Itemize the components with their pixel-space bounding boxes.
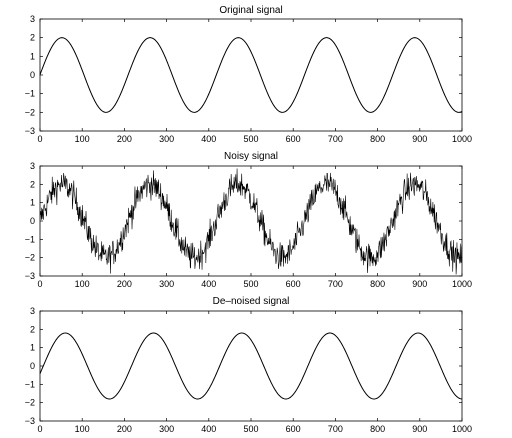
x-tick-label: 200 — [117, 279, 132, 289]
y-tick-label: 1 — [30, 198, 35, 208]
x-tick-label: 800 — [370, 134, 385, 144]
x-tick-label: 300 — [159, 424, 174, 434]
y-tick-label: 2 — [30, 33, 35, 43]
y-tick-label: −1 — [25, 379, 35, 389]
x-tick-label: 100 — [75, 424, 90, 434]
y-tick-label: 3 — [30, 306, 35, 316]
x-tick-label: 600 — [286, 424, 301, 434]
x-tick-label: 300 — [159, 134, 174, 144]
x-tick-label: 400 — [201, 424, 216, 434]
x-tick-label: 300 — [159, 279, 174, 289]
y-tick-label: −3 — [25, 271, 35, 281]
y-tick-label: 1 — [30, 343, 35, 353]
x-tick-label: 200 — [117, 134, 132, 144]
x-tick-label: 0 — [37, 424, 42, 434]
signal-line — [39, 332, 463, 400]
y-tick-label: −1 — [25, 234, 35, 244]
y-tick-label: 0 — [30, 216, 35, 226]
plot-frame — [39, 310, 463, 422]
x-tick-label: 800 — [370, 424, 385, 434]
x-tick-label: 100 — [75, 279, 90, 289]
x-tick-label: 500 — [243, 279, 258, 289]
x-tick-label: 900 — [412, 424, 427, 434]
y-tick-label: −3 — [25, 416, 35, 426]
signal-line — [39, 37, 463, 113]
x-tick-label: 900 — [412, 279, 427, 289]
plot-frame — [39, 18, 463, 132]
x-tick-label: 1000 — [452, 279, 472, 289]
y-tick-label: 2 — [30, 324, 35, 334]
y-tick-label: 3 — [30, 161, 35, 171]
y-tick-label: 2 — [30, 179, 35, 189]
x-tick-label: 600 — [286, 279, 301, 289]
x-tick-label: 100 — [75, 134, 90, 144]
x-tick-label: 500 — [243, 134, 258, 144]
y-tick-label: −3 — [25, 126, 35, 136]
x-tick-label: 700 — [328, 424, 343, 434]
x-tick-label: 500 — [243, 424, 258, 434]
y-tick-label: 0 — [30, 70, 35, 80]
y-tick-label: −2 — [25, 253, 35, 263]
chart-title: Noisy signal — [224, 151, 278, 162]
x-tick-label: 0 — [37, 279, 42, 289]
chart-panel-3: De–noised signal 0 100 200 300 400 500 600 700 80… — [25, 296, 472, 434]
y-tick-label: 1 — [30, 51, 35, 61]
y-tick-label: 3 — [30, 14, 35, 24]
x-tick-label: 1000 — [452, 134, 472, 144]
x-tick-label: 900 — [412, 134, 427, 144]
x-tick-label: 700 — [328, 134, 343, 144]
x-tick-label: 600 — [286, 134, 301, 144]
y-tick-label: −1 — [25, 89, 35, 99]
x-tick-label: 1000 — [452, 424, 472, 434]
chart-panel-1: Original signal 0 100 200 300 400 500 600 700 800… — [25, 5, 472, 144]
x-tick-label: 0 — [37, 134, 42, 144]
x-tick-label: 800 — [370, 279, 385, 289]
y-tick-label: −2 — [25, 398, 35, 408]
x-tick-label: 700 — [328, 279, 343, 289]
plot-frame — [39, 165, 463, 277]
signal-line — [39, 168, 463, 275]
chart-title: De–noised signal — [213, 296, 290, 307]
y-tick-label: −2 — [25, 107, 35, 117]
x-tick-label: 200 — [117, 424, 132, 434]
chart-title: Original signal — [219, 5, 282, 16]
x-tick-label: 400 — [201, 134, 216, 144]
x-tick-label: 400 — [201, 279, 216, 289]
y-tick-label: 0 — [30, 361, 35, 371]
chart-panel-2: Noisy signal 0 100 200 300 400 500 600 700 800 900… — [25, 151, 472, 289]
